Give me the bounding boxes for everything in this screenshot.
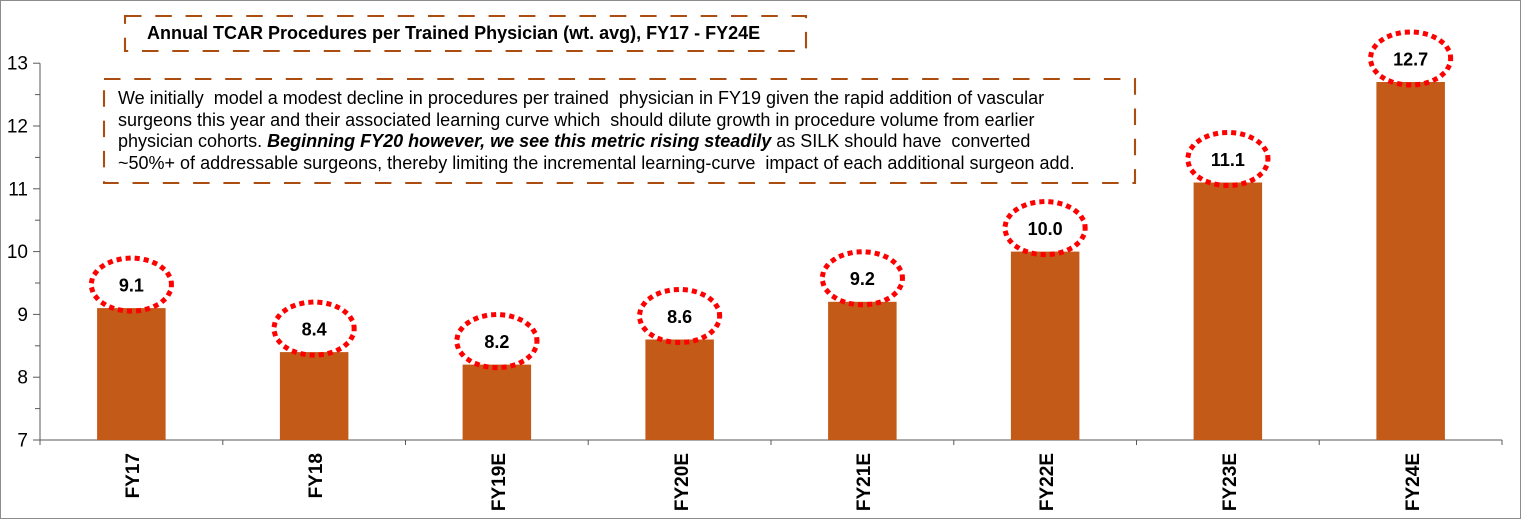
svg-text:8.4: 8.4: [302, 320, 327, 340]
svg-text:FY20E: FY20E: [672, 453, 693, 511]
svg-text:FY24E: FY24E: [1403, 453, 1424, 511]
svg-text:8.6: 8.6: [667, 307, 692, 327]
svg-text:12.7: 12.7: [1393, 49, 1428, 69]
svg-text:10.0: 10.0: [1028, 219, 1063, 239]
svg-text:9: 9: [17, 305, 28, 326]
svg-text:9.1: 9.1: [119, 276, 144, 296]
svg-text:9.2: 9.2: [850, 269, 875, 289]
svg-text:8.2: 8.2: [484, 332, 509, 352]
svg-text:10: 10: [7, 242, 28, 263]
svg-text:FY18: FY18: [306, 453, 327, 498]
svg-text:12: 12: [7, 117, 28, 138]
svg-text:FY19E: FY19E: [489, 453, 510, 511]
svg-text:FY21E: FY21E: [854, 453, 875, 511]
svg-text:FY17: FY17: [123, 453, 144, 498]
svg-text:11.1: 11.1: [1211, 150, 1245, 170]
svg-text:8: 8: [17, 368, 28, 389]
svg-text:13: 13: [7, 54, 28, 75]
svg-text:FY22E: FY22E: [1037, 453, 1058, 511]
svg-text:7: 7: [17, 431, 28, 452]
svg-text:FY23E: FY23E: [1220, 453, 1241, 511]
svg-text:11: 11: [8, 179, 28, 200]
